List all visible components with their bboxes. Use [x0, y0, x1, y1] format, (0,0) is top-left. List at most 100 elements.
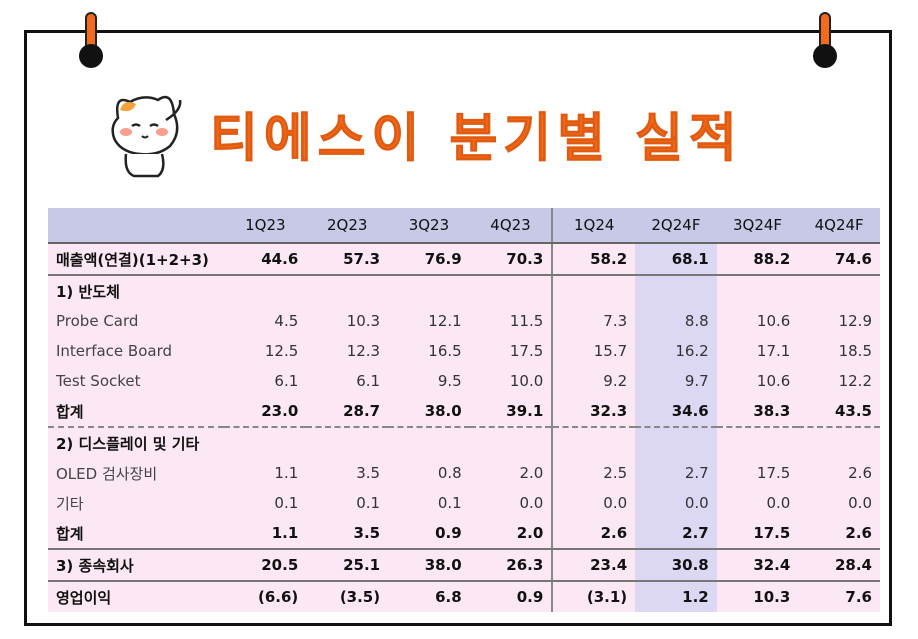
row-label: 1) 반도체 — [56, 282, 120, 301]
cell: 0.1 — [437, 494, 462, 512]
cell: 10.6 — [756, 312, 791, 330]
table-row: 3) 종속회사 20.5 25.1 38.0 26.3 23.4 30.8 32… — [48, 549, 880, 582]
cell: 0.1 — [274, 494, 299, 512]
cell: 2.6 — [798, 518, 880, 550]
cell: 28.7 — [306, 396, 389, 428]
cell: 9.5 — [437, 372, 462, 390]
cell: 17.1 — [756, 342, 791, 360]
table-row: 합계 23.0 28.7 38.0 39.1 32.3 34.6 38.3 43… — [48, 396, 880, 428]
cell: 57.3 — [306, 243, 389, 276]
cell: 88.2 — [716, 243, 799, 276]
table-row: Interface Board 12.5 12.3 16.5 17.5 15.7… — [48, 336, 880, 366]
table-row: 합계 1.1 3.5 0.9 2.0 2.6 2.7 17.5 2.6 — [48, 518, 880, 550]
cell: 3.5 — [306, 518, 389, 550]
cell: 10.3 — [346, 312, 381, 330]
cell: 1.2 — [635, 581, 717, 612]
cell: 7.3 — [551, 306, 636, 336]
header-3q23: 3Q23 — [388, 208, 470, 244]
cell: 43.5 — [798, 396, 880, 428]
cell: 32.4 — [716, 549, 799, 582]
header-1q23: 1Q23 — [224, 208, 307, 244]
cell: 15.7 — [551, 336, 636, 366]
row-label: 2) 디스플레이 및 기타 — [56, 434, 200, 453]
row-label: OLED 검사장비 — [56, 464, 158, 483]
table-row: 1) 반도체 — [48, 275, 880, 306]
cell: 4.5 — [274, 312, 299, 330]
cell: 38.3 — [716, 396, 799, 428]
row-label: 합계 — [48, 518, 225, 550]
cell: 34.6 — [635, 396, 717, 428]
row-label: 3) 종속회사 — [48, 549, 225, 582]
cell: 20.5 — [224, 549, 307, 582]
table-header-row: 1Q23 2Q23 3Q23 4Q23 1Q24 2Q24F 3Q24F 4Q2… — [48, 208, 880, 244]
cell: 11.5 — [509, 312, 544, 330]
cell: 9.7 — [635, 366, 717, 396]
cell: 70.3 — [469, 243, 553, 276]
cell: 7.6 — [845, 588, 872, 606]
cell: 76.9 — [388, 243, 470, 276]
cell: 23.4 — [551, 549, 636, 582]
cell: 2.0 — [469, 518, 553, 550]
pushpin-left-icon — [78, 12, 104, 68]
cell: 0.0 — [635, 488, 717, 518]
cell: 6.8 — [435, 588, 462, 606]
cell: 10.3 — [753, 588, 791, 606]
table-row: 2) 디스플레이 및 기타 — [48, 427, 880, 458]
cell: 17.5 — [509, 342, 544, 360]
header-4q23: 4Q23 — [469, 208, 553, 244]
cell: 0.9 — [516, 588, 544, 606]
row-label: 영업이익 — [56, 588, 112, 607]
page-title: 티에스이 분기별 실적 — [210, 109, 743, 170]
cell: 2.6 — [848, 464, 872, 482]
cell: 58.2 — [551, 243, 636, 276]
row-label: 매출액(연결)(1+2+3) — [48, 243, 225, 276]
cell: (3.5) — [339, 588, 381, 606]
cell: 30.8 — [635, 549, 717, 582]
row-label: Probe Card — [56, 312, 139, 330]
cell: 68.1 — [635, 243, 717, 276]
cell: 74.6 — [798, 243, 880, 276]
cell: 12.9 — [838, 312, 872, 330]
header-label — [48, 208, 225, 244]
earnings-table: 1Q23 2Q23 3Q23 4Q23 1Q24 2Q24F 3Q24F 4Q2… — [48, 208, 880, 612]
cell: 44.6 — [224, 243, 307, 276]
cell: 12.3 — [346, 342, 381, 360]
row-label: 합계 — [48, 396, 225, 428]
cell: 6.1 — [274, 372, 299, 390]
cell: 26.3 — [469, 549, 553, 582]
cell: (3.1) — [551, 581, 636, 612]
cell: 2.5 — [551, 458, 636, 488]
cell: 10.0 — [509, 372, 544, 390]
cell: 38.0 — [388, 396, 470, 428]
cell: 28.4 — [798, 549, 880, 582]
cell: 0.0 — [551, 488, 636, 518]
table-row: Probe Card 4.5 10.3 12.1 11.5 7.3 8.8 10… — [48, 306, 880, 336]
cell: 2.7 — [635, 518, 717, 550]
cell: 3.5 — [356, 464, 381, 482]
cell: 0.0 — [848, 494, 872, 512]
pushpin-right-icon — [812, 12, 838, 68]
cell: 12.5 — [264, 342, 299, 360]
header-2q24f: 2Q24F — [635, 208, 717, 244]
cell: 2.7 — [635, 458, 717, 488]
cell: 8.8 — [635, 306, 717, 336]
header-3q24f: 3Q24F — [716, 208, 799, 244]
cell: 17.5 — [756, 464, 791, 482]
cell: 0.0 — [766, 494, 791, 512]
cell: 25.1 — [306, 549, 389, 582]
row-label: Interface Board — [56, 342, 173, 360]
cell: 32.3 — [551, 396, 636, 428]
row-label: 기타 — [56, 494, 84, 513]
table-row: Test Socket 6.1 6.1 9.5 10.0 9.2 9.7 10.… — [48, 366, 880, 396]
cell: 0.0 — [519, 494, 544, 512]
cell: 1.1 — [224, 518, 307, 550]
table-row: 매출액(연결)(1+2+3) 44.6 57.3 76.9 70.3 58.2 … — [48, 243, 880, 276]
cell: 0.1 — [356, 494, 381, 512]
cell: 0.8 — [437, 464, 462, 482]
cell: 2.6 — [551, 518, 636, 550]
cell: 16.5 — [428, 342, 462, 360]
table-row: 영업이익 (6.6) (3.5) 6.8 0.9 (3.1) 1.2 10.3 … — [48, 581, 880, 612]
header-2q23: 2Q23 — [306, 208, 389, 244]
cell: 23.0 — [224, 396, 307, 428]
cell: 6.1 — [356, 372, 381, 390]
